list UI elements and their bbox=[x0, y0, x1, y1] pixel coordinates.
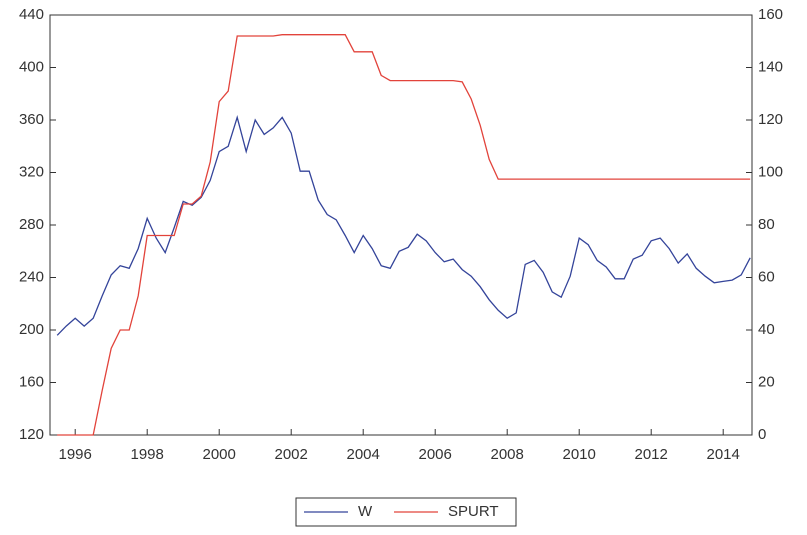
x-tick-label: 1998 bbox=[131, 446, 164, 463]
y-tick-label: 280 bbox=[19, 216, 44, 233]
y-tick-label: 160 bbox=[19, 373, 44, 390]
x-tick-label: 2008 bbox=[491, 446, 524, 463]
y-tick-label: 120 bbox=[19, 426, 44, 443]
y-tick-label: 400 bbox=[19, 58, 44, 75]
y2-tick-label: 80 bbox=[758, 216, 775, 233]
x-tick-label: 1996 bbox=[59, 446, 92, 463]
y-tick-label: 440 bbox=[19, 6, 44, 23]
y2-tick-label: 120 bbox=[758, 111, 783, 128]
legend-label: SPURT bbox=[448, 503, 499, 520]
y2-tick-label: 0 bbox=[758, 426, 766, 443]
y-tick-label: 360 bbox=[19, 111, 44, 128]
x-tick-label: 2000 bbox=[203, 446, 236, 463]
series-line bbox=[56, 115, 751, 336]
x-tick-label: 2012 bbox=[635, 446, 668, 463]
y2-tick-label: 140 bbox=[758, 58, 783, 75]
y-tick-label: 320 bbox=[19, 163, 44, 180]
y2-tick-label: 40 bbox=[758, 321, 775, 338]
x-tick-label: 2006 bbox=[419, 446, 452, 463]
plot-frame bbox=[49, 14, 753, 436]
x-tick-label: 2002 bbox=[275, 446, 308, 463]
x-tick-label: 2014 bbox=[707, 446, 740, 463]
y2-tick-label: 20 bbox=[758, 373, 775, 390]
x-tick-label: 2010 bbox=[563, 446, 596, 463]
y-tick-label: 200 bbox=[19, 321, 44, 338]
legend-label: W bbox=[358, 503, 373, 520]
y-tick-label: 240 bbox=[19, 268, 44, 285]
y2-tick-label: 160 bbox=[758, 6, 783, 23]
y2-tick-label: 100 bbox=[758, 163, 783, 180]
x-tick-label: 2004 bbox=[347, 446, 380, 463]
y2-tick-label: 60 bbox=[758, 268, 775, 285]
series-line bbox=[57, 34, 751, 436]
